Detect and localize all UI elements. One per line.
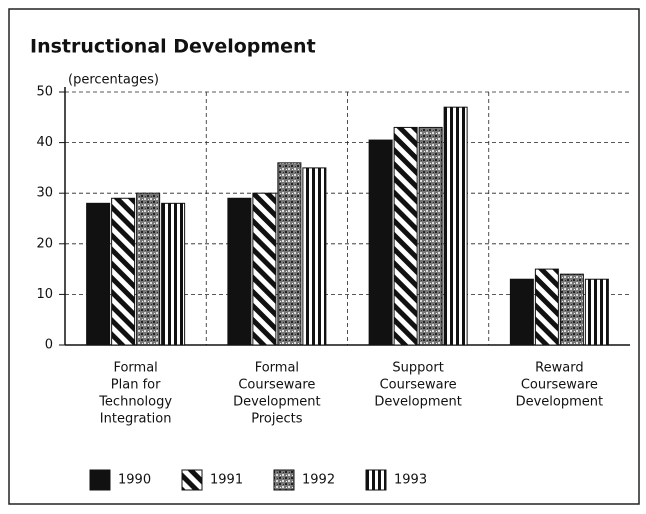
bar [584, 278, 609, 346]
bar [393, 126, 418, 346]
bar [443, 106, 468, 346]
x-tick-label: Support [392, 361, 443, 376]
bar [227, 197, 252, 346]
frame [8, 8, 640, 505]
y-tick-label: 0 [45, 338, 53, 353]
bar [86, 202, 111, 346]
y-axis-label: (percentages) [68, 73, 159, 88]
legend-swatch [365, 469, 387, 491]
x-tick-label: Development [374, 395, 462, 410]
bar [534, 268, 559, 346]
legend-swatch [273, 469, 295, 491]
y-tick-label: 20 [36, 236, 53, 251]
x-tick-label: Formal [255, 361, 299, 376]
bar [418, 126, 443, 346]
x-tick-label: Formal [113, 361, 157, 376]
bar [136, 192, 161, 346]
x-tick-label: Integration [100, 412, 172, 427]
bar [559, 273, 584, 346]
legend-swatch [89, 469, 111, 491]
bar [161, 202, 186, 346]
bar [368, 139, 393, 346]
y-tick-label: 30 [36, 186, 53, 201]
legend-label: 1992 [302, 473, 335, 488]
y-tick-label: 50 [36, 85, 53, 100]
x-tick-label: Plan for [111, 378, 161, 393]
legend-swatch [181, 469, 203, 491]
x-tick-label: Courseware [521, 378, 598, 393]
bar [252, 192, 277, 346]
x-tick-label: Development [233, 395, 321, 410]
x-tick-label: Reward [535, 361, 583, 376]
chart-title: Instructional Development [30, 36, 316, 58]
y-tick-label: 10 [36, 287, 53, 302]
x-tick-label: Projects [251, 412, 302, 427]
bar [302, 167, 327, 346]
legend-label: 1990 [118, 473, 151, 488]
y-tick-label: 40 [36, 135, 53, 150]
legend-label: 1991 [210, 473, 243, 488]
bar [111, 197, 136, 346]
bar [509, 278, 534, 346]
x-tick-label: Development [516, 395, 604, 410]
bar [277, 162, 302, 346]
legend-label: 1993 [394, 473, 427, 488]
x-tick-label: Courseware [238, 378, 315, 393]
x-tick-label: Courseware [380, 378, 457, 393]
x-tick-label: Technology [98, 395, 172, 410]
